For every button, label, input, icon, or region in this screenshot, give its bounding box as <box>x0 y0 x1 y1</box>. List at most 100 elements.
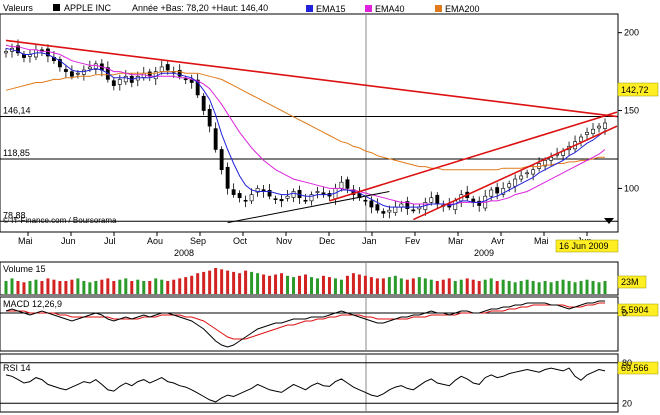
instrument-swatch <box>53 4 60 11</box>
month-label-10: Mar <box>448 236 464 246</box>
date-badge: 16 Jun 2009 <box>559 241 609 251</box>
volume-bar-30 <box>184 277 188 294</box>
volume-bar-95 <box>573 282 577 294</box>
volume-bar-2 <box>16 281 20 294</box>
candle-body-14 <box>87 66 92 70</box>
volume-bar-12 <box>76 278 80 294</box>
month-label-9: Fev <box>405 236 421 246</box>
volume-bar-49 <box>298 275 302 294</box>
candle-body-97 <box>585 132 589 135</box>
volume-bar-81 <box>489 278 493 294</box>
trendline-2 <box>412 125 618 221</box>
volume-bar-58 <box>351 273 355 294</box>
volume-bar-76 <box>459 279 463 294</box>
legend-swatch-ema200 <box>435 5 442 12</box>
legend-swatch-ema15 <box>306 5 313 12</box>
volume-bar-34 <box>208 270 212 294</box>
candle-body-60 <box>363 199 368 202</box>
volume-bar-11 <box>70 279 74 294</box>
volume-bar-41 <box>250 271 254 294</box>
volume-bar-27 <box>166 281 170 294</box>
last-price-badge: 142,72 <box>621 85 649 95</box>
year-label-2009: 2009 <box>474 248 494 258</box>
volume-bar-65 <box>393 275 397 294</box>
month-label-0: Mai <box>18 236 33 246</box>
month-label-1: Jun <box>61 236 76 246</box>
volume-bar-87 <box>525 279 529 294</box>
volume-bar-51 <box>309 277 313 294</box>
volume-bar-17 <box>106 278 110 294</box>
volume-bar-1 <box>10 278 14 294</box>
volume-bar-99 <box>597 282 601 294</box>
volume-bar-28 <box>172 279 176 294</box>
volume-bar-7 <box>46 278 50 294</box>
volume-bar-60 <box>363 275 367 294</box>
candle-body-84 <box>507 183 512 188</box>
macd-title: MACD 12,26,9 <box>3 299 62 309</box>
volume-bar-100 <box>603 281 607 294</box>
trendline-0 <box>5 39 618 118</box>
volume-bar-83 <box>501 279 505 294</box>
volume-bar-32 <box>196 273 200 294</box>
candle-body-42 <box>255 188 260 193</box>
month-label-6: Nov <box>276 236 293 246</box>
volume-bar-48 <box>292 277 296 294</box>
month-label-11: Avr <box>491 236 504 246</box>
rsi-level-label-0: 20 <box>622 398 632 408</box>
volume-bar-93 <box>561 279 565 294</box>
volume-bar-84 <box>507 281 511 294</box>
candle-body-44 <box>267 189 272 197</box>
rsi-badge-bg <box>617 361 659 375</box>
candle-body-2 <box>16 45 20 54</box>
volume-bar-35 <box>214 268 218 294</box>
volume-bar-33 <box>202 271 206 294</box>
volume-bar-53 <box>321 275 325 294</box>
candle-body-79 <box>477 200 482 206</box>
candle-body-81 <box>489 189 494 197</box>
volume-bar-37 <box>226 270 230 294</box>
chart-marks: 100 150 200 146,14 118,85 78,88 0 20 80 <box>0 14 639 412</box>
candle-body-38 <box>231 189 236 195</box>
candle-body-26 <box>159 66 164 72</box>
candle-body-19 <box>117 79 122 85</box>
candle-body-65 <box>393 206 398 213</box>
candle-body-33 <box>201 95 206 111</box>
volume-bar-10 <box>64 281 68 294</box>
volume-bar-38 <box>232 271 236 294</box>
candle-body-35 <box>213 128 218 150</box>
rsi-line <box>5 367 606 403</box>
candle-body-18 <box>111 80 116 86</box>
volume-bar-39 <box>238 273 242 294</box>
macd-panel-frame <box>0 296 619 352</box>
volume-bar-4 <box>28 281 32 294</box>
candle-body-7 <box>45 48 50 57</box>
volume-bar-21 <box>130 281 134 294</box>
range-text: Année +Bas: 78,20 +Haut: 146,40 <box>132 3 268 13</box>
candle-body-75 <box>453 200 458 210</box>
volume-bar-64 <box>387 277 391 294</box>
volume-bar-19 <box>118 279 122 294</box>
volume-bar-80 <box>483 279 487 294</box>
volume-bar-67 <box>405 279 409 294</box>
volume-bar-73 <box>441 279 445 294</box>
year-label-2008: 2008 <box>174 248 194 258</box>
volume-bar-98 <box>591 281 595 294</box>
y-tick-label-0: 100 <box>624 183 639 193</box>
legend-label-ema40: EMA40 <box>375 4 405 14</box>
volume-bar-86 <box>519 281 523 294</box>
candle-body-11 <box>69 71 74 77</box>
trendline-1 <box>329 111 618 202</box>
level-label-2: 78,88 <box>3 210 26 220</box>
volume-bar-55 <box>333 278 337 294</box>
candle-body-67 <box>405 201 410 209</box>
candle-body-96 <box>579 136 583 142</box>
volume-bar-63 <box>381 278 385 294</box>
volume-bar-42 <box>256 273 260 294</box>
volume-bar-72 <box>435 281 439 294</box>
volume-bar-97 <box>585 279 589 294</box>
candle-body-99 <box>597 125 601 129</box>
volume-bar-94 <box>567 281 571 294</box>
candle-body-88 <box>531 169 536 175</box>
volume-bar-31 <box>190 275 194 294</box>
volume-bar-36 <box>220 269 224 294</box>
